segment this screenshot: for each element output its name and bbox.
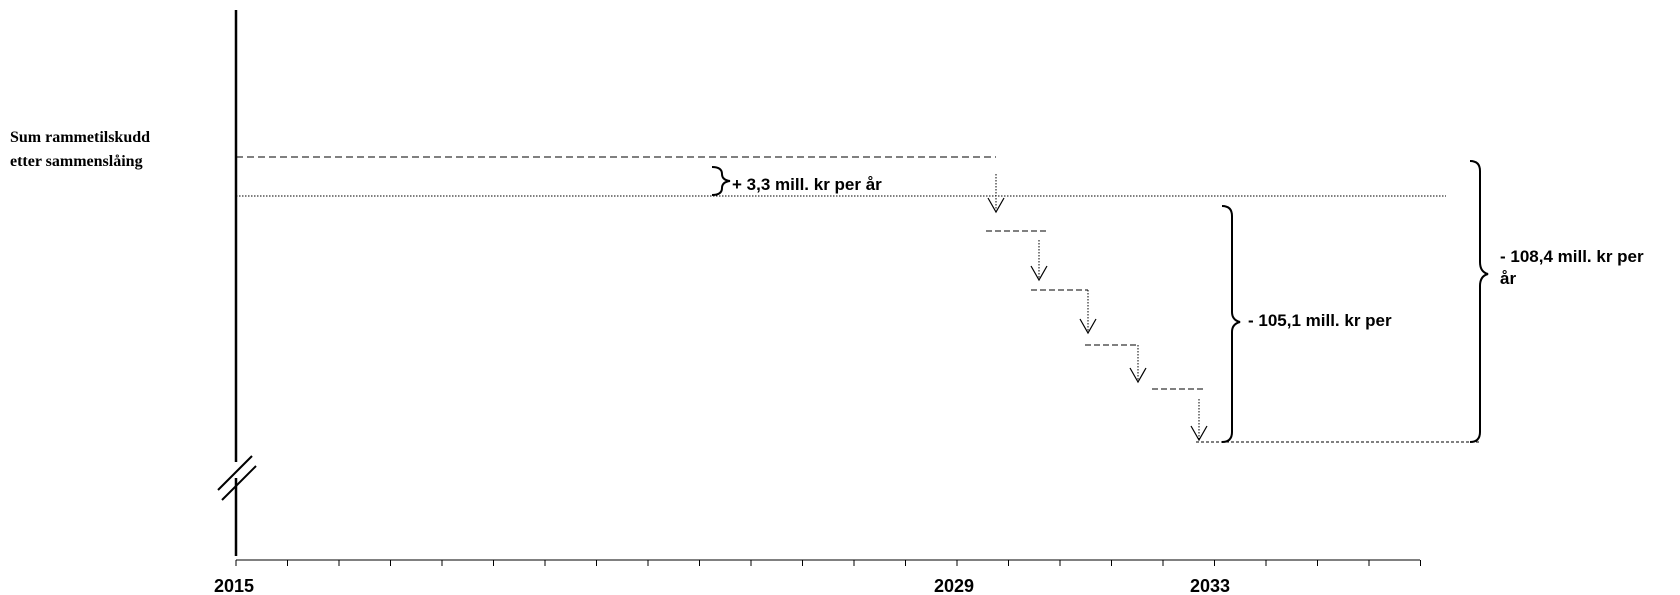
steps-total-label: - 105,1 mill. kr per: [1248, 311, 1392, 330]
increase-label: + 3,3 mill. kr per år: [732, 175, 882, 194]
axis-break-marks: [217, 455, 257, 501]
x-tick-label-2015: 2015: [214, 576, 254, 595]
y-label-line2: etter sammenslåing: [10, 153, 143, 170]
grand-total-label-line2: år: [1500, 269, 1516, 288]
x-tick-label-2033: 2033: [1190, 576, 1230, 595]
x-tick-label-2029: 2029: [934, 576, 974, 595]
x-axis-ticks: [235, 560, 1421, 566]
step-arrows: [986, 174, 1208, 442]
total-brace: [1469, 160, 1489, 443]
y-label-line1: Sum rammetilskudd: [10, 129, 150, 146]
steps-brace: [1221, 205, 1241, 443]
increase-brace: [711, 166, 731, 196]
grand-total-label-line1: - 108,4 mill. kr per: [1500, 247, 1644, 266]
